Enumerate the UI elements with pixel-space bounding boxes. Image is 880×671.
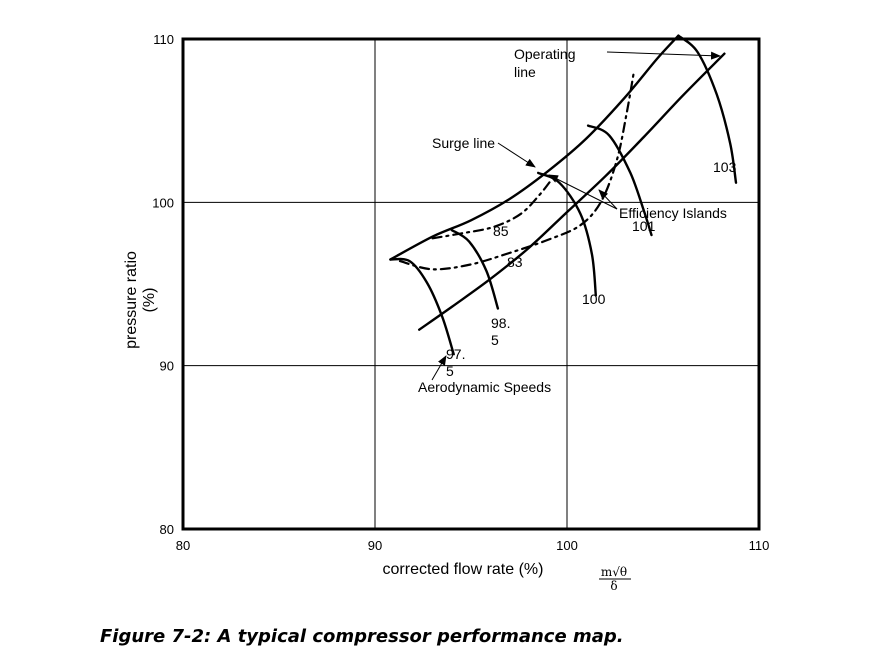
y-tick-label: 80 [160,522,174,537]
x-tick-label: 110 [749,538,770,553]
leader-arrow [548,174,618,210]
speed-line-label: 97. 5 [446,346,465,379]
y-axis-title: pressure ratio(%) [123,251,158,349]
y-tick-label: 100 [152,195,174,210]
speed-line [450,228,500,310]
svg-text:δ: δ [610,579,617,593]
annotation-text: Operating line [514,46,575,80]
speed-line-label: 101 [632,218,656,234]
flow-formula: m√θ δ [599,565,631,593]
annotation-text: Aerodynamic Speeds [418,379,551,395]
annotation-text: Efficiency Islands [619,205,727,221]
annotation-leaders [431,51,721,381]
speed-line [389,257,455,356]
leader-arrow [431,355,447,381]
speed-line-label: 98. 5 [491,315,510,348]
speed-line-label: 103 [713,159,737,175]
x-tick-label: 100 [556,538,578,553]
speed-line [677,34,738,184]
labels: 85 83 97. 5 98. 5 100 101 103 Operating line Surge … [418,46,737,395]
x-tick-label: 90 [368,538,382,553]
leader-arrow [497,142,536,168]
tick-labels: 80 90 100 110 80 90 100 110 [152,32,769,553]
efficiency-island-label: 85 [493,223,509,239]
efficiency-island [398,68,636,271]
figure-caption: Figure 7-2: A typical compressor perform… [100,626,624,647]
x-axis-title: corrected flow rate (%) [383,561,544,578]
annotation-text: Surge line [432,135,495,151]
operating-line [418,52,726,331]
efficiency-island-label: 83 [507,254,523,270]
surge-line [389,34,680,261]
speed-line-label: 100 [582,291,606,307]
leader-arrow [598,189,618,210]
gridlines [183,39,759,529]
y-tick-label: 110 [153,32,174,47]
svg-text:m√θ: m√θ [601,565,627,579]
y-tick-label: 90 [160,359,174,374]
svg-text:pressure ratio(%): pressure ratio(%) [123,251,158,349]
speed-line [586,124,653,237]
curves [389,34,738,356]
plot-frame [181,37,761,531]
leader-arrow [606,51,721,60]
x-tick-label: 80 [176,538,190,553]
